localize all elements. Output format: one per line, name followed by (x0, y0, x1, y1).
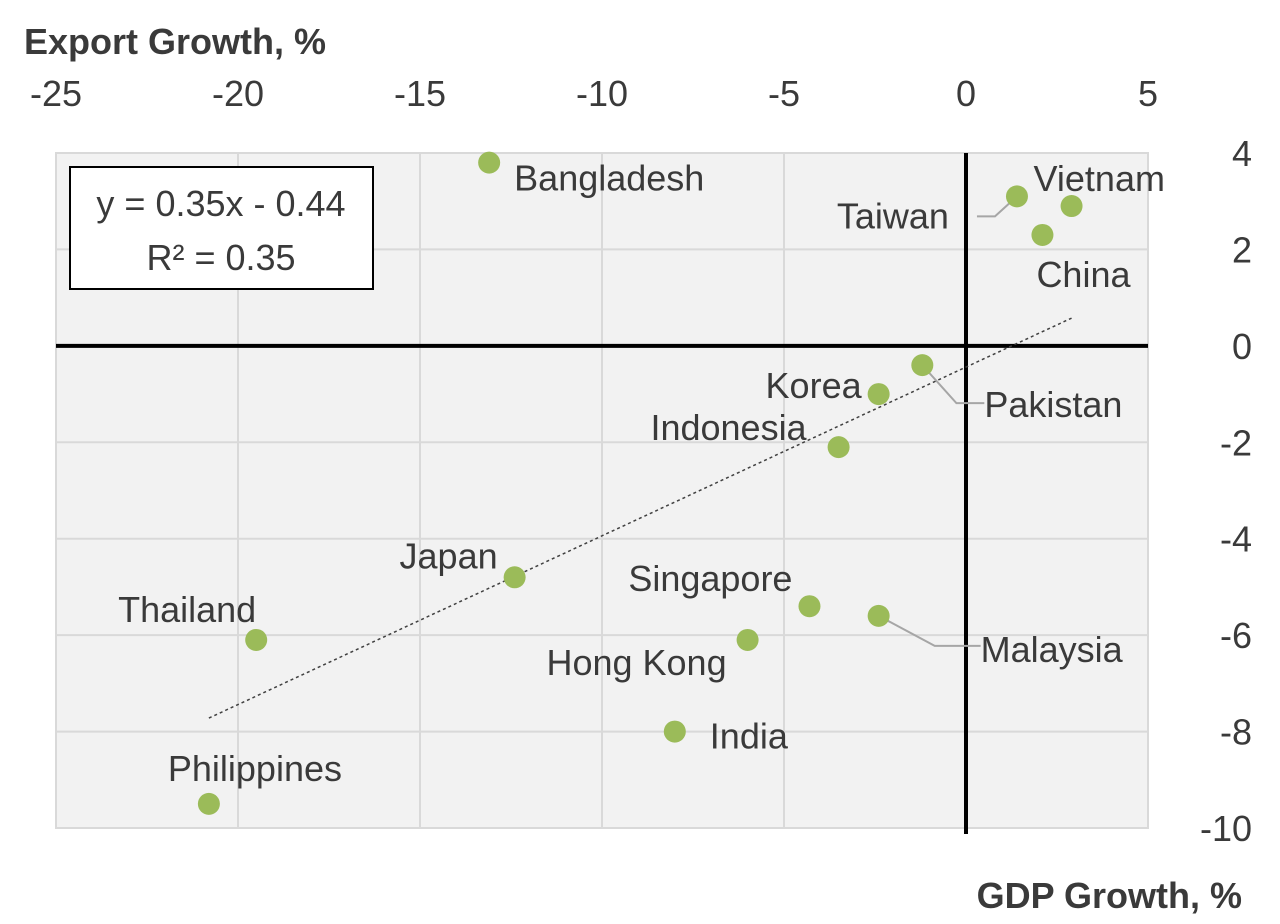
x-axis-title: GDP Growth, % (977, 875, 1242, 916)
data-point (798, 595, 821, 618)
y-tick-label: -2 (1220, 422, 1252, 463)
y-tick-label: 2 (1232, 229, 1252, 270)
y-axis-title: Export Growth, % (24, 21, 326, 62)
y-tick-label: 0 (1232, 326, 1252, 367)
trendline-line (208, 317, 1072, 719)
data-point (867, 604, 890, 627)
point-label: Hong Kong (546, 642, 726, 683)
point-label: Thailand (118, 589, 256, 630)
data-point (1031, 223, 1054, 246)
data-point (867, 383, 890, 406)
point-label: India (710, 716, 789, 757)
point-label: Pakistan (984, 384, 1122, 425)
y-tick-label: -10 (1200, 808, 1252, 849)
data-point (911, 354, 934, 377)
data-point (1060, 195, 1083, 218)
point-label: Indonesia (650, 407, 807, 448)
point-label: Malaysia (981, 629, 1124, 670)
y-tick-label: -4 (1220, 519, 1252, 560)
x-tick-label: -15 (394, 73, 446, 114)
trendline-equation: y = 0.35x - 0.44 (96, 183, 345, 224)
data-point (1005, 185, 1028, 208)
point-label: Singapore (628, 558, 792, 599)
data-point (827, 436, 850, 459)
x-tick-label: -5 (768, 73, 800, 114)
data-point (197, 792, 220, 815)
x-tick-label: 0 (956, 73, 976, 114)
point-label: Korea (766, 365, 863, 406)
y-tick-labels: 4 2 0 -2 -4 -6 -8 -10 (1200, 133, 1252, 849)
leader-line (878, 614, 981, 647)
y-tick-label: 4 (1232, 133, 1252, 174)
leader-line (921, 364, 985, 405)
data-point (478, 151, 501, 174)
x-tick-labels: -25 -20 -15 -10 -5 0 5 (30, 73, 1158, 114)
point-label: China (1036, 254, 1131, 295)
data-points (197, 151, 1083, 815)
data-point (245, 628, 268, 651)
y-tick-label: -8 (1220, 712, 1252, 753)
zero-axes (56, 153, 1148, 834)
y-tick-label: -6 (1220, 615, 1252, 656)
trendline-r-squared: R² = 0.35 (146, 237, 295, 278)
x-tick-label: -20 (212, 73, 264, 114)
data-point (663, 720, 686, 743)
point-label: Philippines (168, 748, 342, 789)
x-tick-label: -25 (30, 73, 82, 114)
data-point (736, 628, 759, 651)
trendline-equation-box: y = 0.35x - 0.44 R² = 0.35 (69, 166, 374, 290)
point-label: Vietnam (1034, 158, 1165, 199)
point-labels: Bangladesh Vietnam Taiwan China Pakistan Kore… (118, 158, 1165, 789)
point-label: Taiwan (837, 195, 949, 236)
x-tick-label: 5 (1138, 73, 1158, 114)
trendline (208, 317, 1072, 719)
point-label: Bangladesh (514, 158, 704, 199)
data-point (503, 566, 526, 589)
point-label: Japan (400, 535, 498, 576)
x-tick-label: -10 (576, 73, 628, 114)
